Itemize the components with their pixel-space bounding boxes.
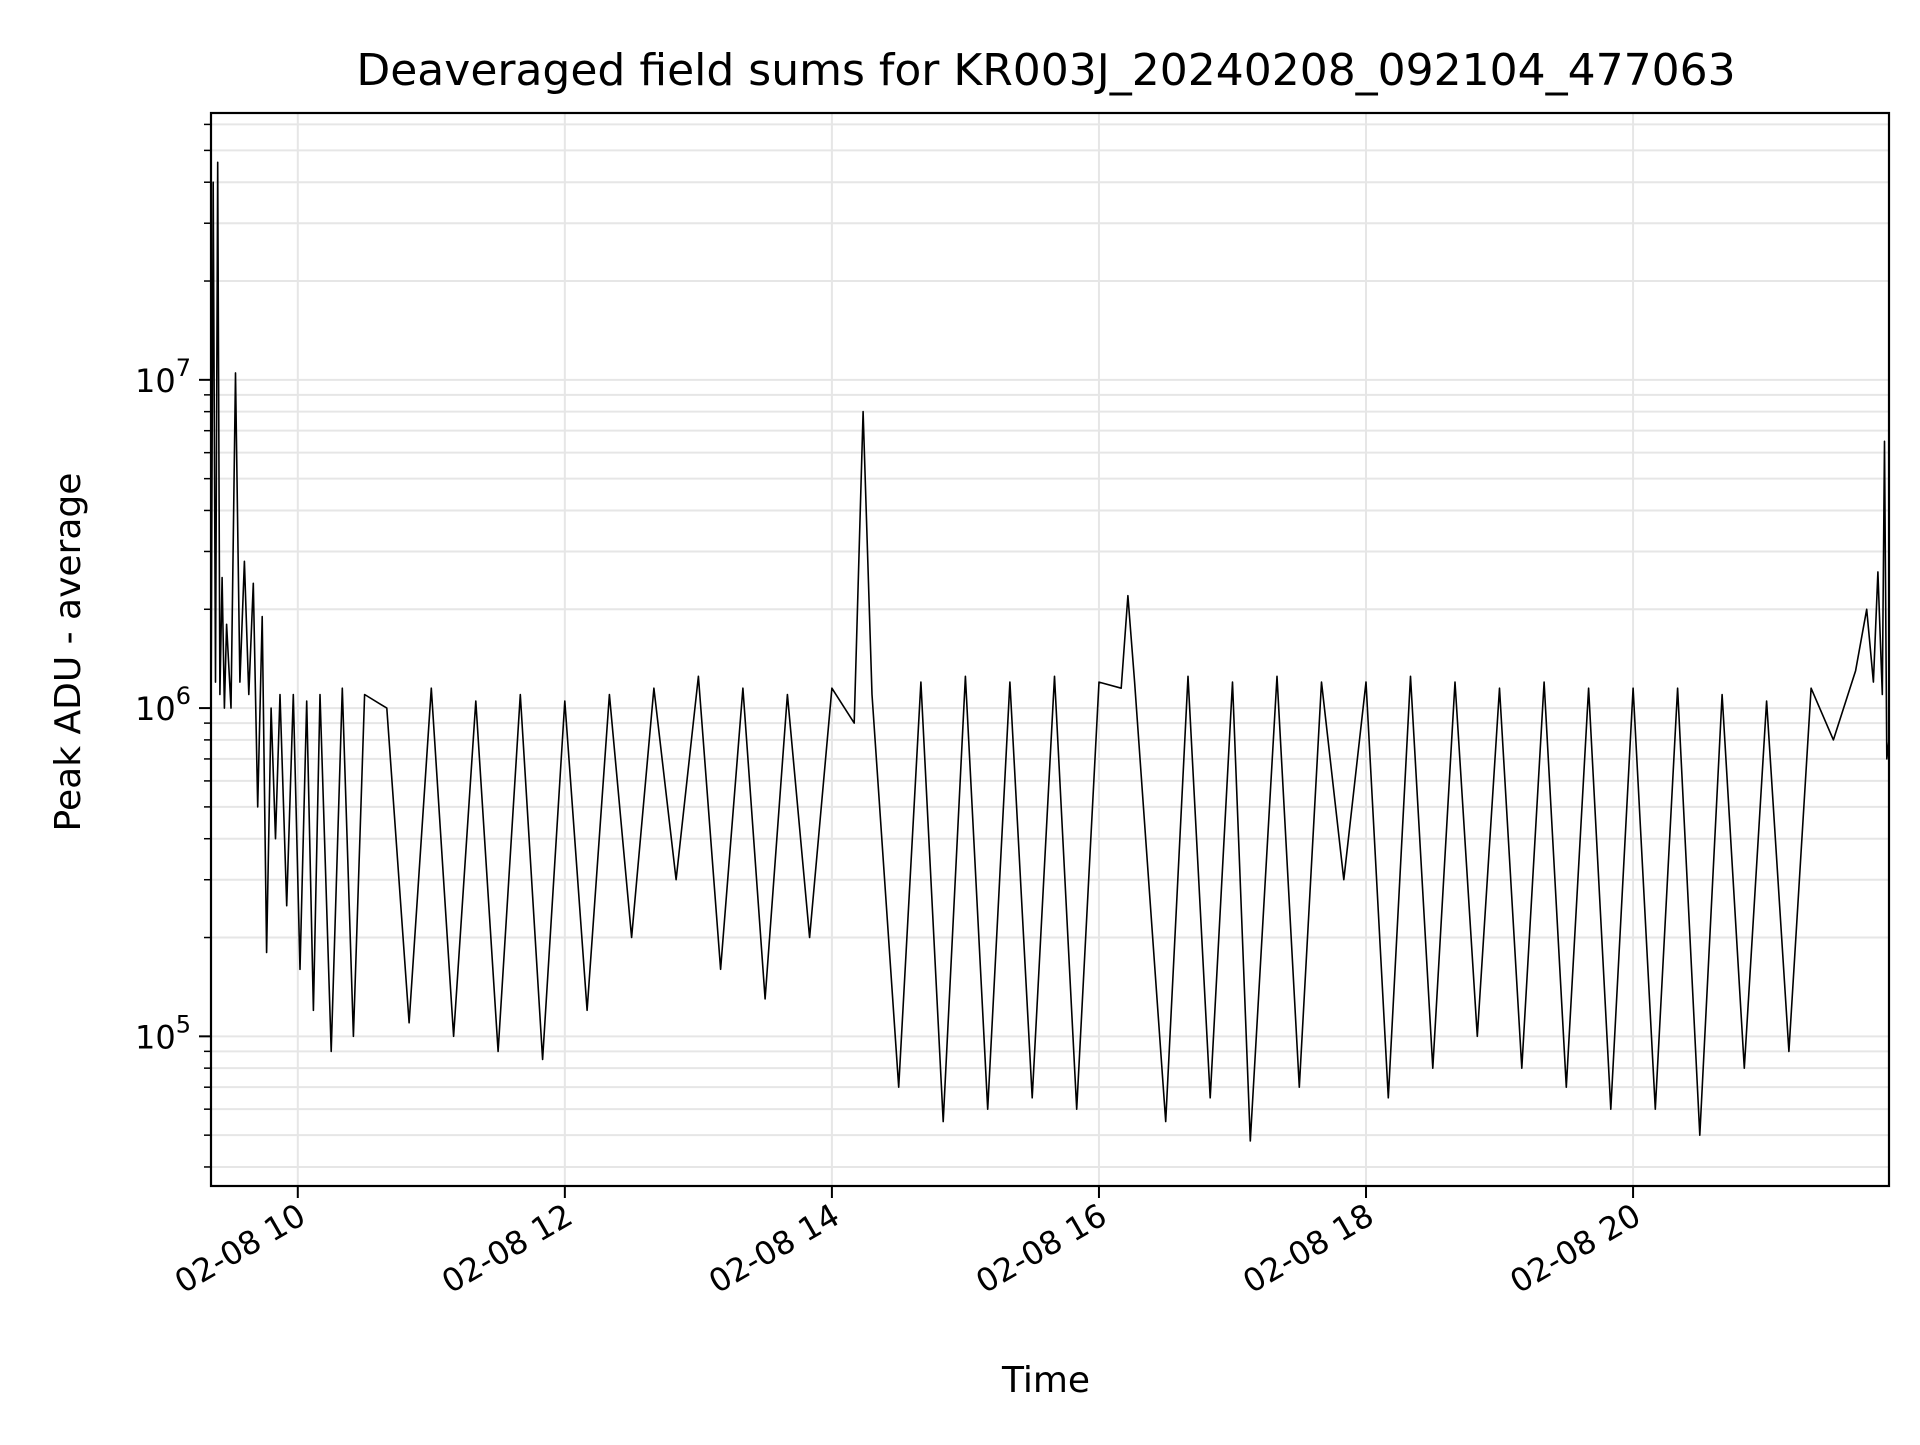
chart-title: Deaveraged field sums for KR003J_2024020… <box>356 45 1735 96</box>
y-tick-label: 106 <box>135 682 191 728</box>
plot-frame <box>209 111 1891 1188</box>
y-tick-label: 105 <box>135 1010 191 1056</box>
x-axis-label: Time <box>1001 1360 1090 1401</box>
y-axis-label: Peak ADU - average <box>48 473 89 832</box>
data-series-line <box>210 161 1890 1142</box>
grid-lines <box>211 113 1889 1186</box>
data-layer <box>210 161 1890 1142</box>
y-tick-label: 107 <box>135 354 191 400</box>
